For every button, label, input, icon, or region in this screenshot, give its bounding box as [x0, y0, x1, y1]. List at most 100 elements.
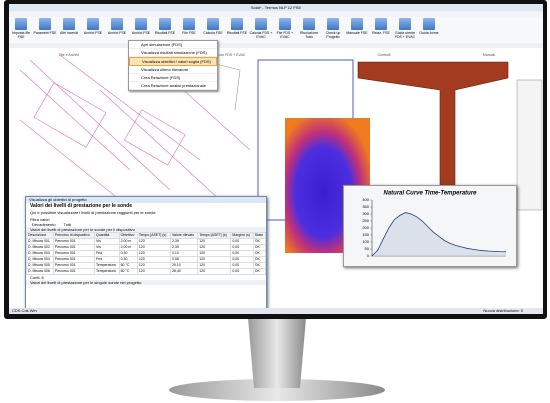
button-icon: [327, 18, 339, 30]
status-right: Nuova distribuzione: 0: [483, 308, 523, 313]
button-icon: [231, 18, 243, 30]
button-icon: [111, 18, 123, 30]
menu-item[interactable]: Apri simulazione (FDS): [129, 41, 217, 49]
ribbon-button[interactable]: Calcola FDS + EVAC: [249, 17, 273, 39]
y-tick-label: 50: [365, 246, 370, 251]
button-label: Imposta file FSE: [12, 31, 30, 39]
button-label: Calcola FSE: [203, 31, 223, 35]
ribbon-button[interactable]: Archivi FSE: [105, 17, 129, 35]
ribbon-group: File e Archivi: [59, 53, 79, 57]
stand-neck: [248, 318, 306, 388]
cell: D. Misura 001: [26, 238, 54, 245]
cell: Temperatura: [94, 268, 120, 275]
button-icon: [399, 18, 411, 30]
table-caption: Valori dei livelli di prestazione per le…: [26, 227, 266, 232]
footer-caption: Valori dei livelli di prestazione per le…: [26, 280, 266, 285]
ribbon-button[interactable]: File FDS + EVAC: [273, 17, 297, 39]
button-icon: [135, 18, 147, 30]
button-label: Risoluzione Tutto: [299, 31, 319, 39]
button-label: Archivi FSE: [131, 31, 151, 35]
menu-item[interactable]: Visualizza risultati simulazione (FDS): [129, 49, 217, 57]
area: [372, 212, 506, 256]
stand-base: [169, 379, 385, 401]
column-header: Tempo [ASET] (s): [197, 232, 232, 239]
button-icon: [423, 18, 435, 30]
cell: OK: [252, 268, 267, 275]
y-tick-label: 100: [362, 239, 369, 244]
ribbon-button[interactable]: Guida forme: [417, 17, 441, 35]
button-icon: [255, 18, 267, 30]
button-icon: [63, 18, 75, 30]
ribbon-button[interactable]: Calcola FSE: [201, 17, 225, 35]
ribbon-button[interactable]: Manuale FSE: [345, 17, 369, 35]
ribbon-button[interactable]: Guida utente FDS + EVAC: [393, 17, 417, 39]
column-header: Valore rilevato: [169, 232, 199, 239]
ribbon-groups: File e Archivi Calcolo FDS + EVAC Controll…: [9, 43, 543, 57]
ribbon-button[interactable]: Parametri FSE: [33, 17, 57, 35]
button-label: Relaz. FSE: [372, 31, 390, 35]
button-label: Risultati FSE: [154, 31, 176, 35]
menu-item[interactable]: Visualizza ultimo rilevatore: [129, 66, 217, 74]
ribbon-button[interactable]: Archivi FSE: [129, 17, 153, 35]
button-label: Archivi FSE: [83, 31, 103, 35]
column-header: Margine (s): [230, 232, 254, 239]
status-left: CDS Cds Win: [12, 308, 37, 313]
dialog-note: Qui è possibile visualizzare i livelli d…: [30, 210, 156, 215]
radio-option[interactable]: Decadimento: [32, 222, 56, 227]
ribbon-button[interactable]: Risoluzione Tutto: [297, 17, 321, 39]
cell: Percorso 001: [52, 268, 96, 275]
dialog: Visualizza gli obiettivi di progetto Val…: [25, 196, 267, 310]
button-label: Manuale FSE: [346, 31, 368, 35]
button-label: Archivi FSE: [107, 31, 127, 35]
y-tick-label: 0: [367, 253, 370, 258]
chart: Natural Curve Time-Temperature 0 50 100 150…: [343, 185, 517, 267]
ribbon: Imposta file FSE Parametri FSE Altri incen…: [9, 17, 543, 44]
cell: 28,40: [169, 268, 199, 275]
cell: D. Misura 006: [26, 268, 54, 275]
button-label: Guida utente FDS + EVAC: [394, 31, 416, 39]
button-icon: [15, 18, 27, 30]
radio-option[interactable]: Tutti: [63, 222, 72, 227]
button-label: Calcola FDS + EVAC: [249, 31, 273, 39]
dialog-title: Visualizza gli obiettivi di progetto: [26, 197, 266, 203]
y-tick-label: 150: [362, 232, 369, 237]
ribbon-group: Calcolo FDS + EVAC: [212, 53, 246, 57]
y-tick-label: 400: [362, 197, 369, 202]
column-header: Tempo [ASET] (s): [136, 232, 171, 239]
button-icon: [375, 18, 387, 30]
menu-item[interactable]: Visualizza obiettivi / valori soglia (FD…: [129, 57, 217, 66]
side-panel: [516, 79, 543, 211]
ribbon-button[interactable]: Altri incendi: [57, 17, 81, 35]
ribbon-button[interactable]: Risultati FSE: [153, 17, 177, 35]
cell: D. Misura 003: [26, 250, 54, 257]
results-table: Descrizione Percorso di dispositivo Quanti…: [26, 232, 267, 275]
title-bar: Solai* - Termus NLP 12 FSE: [9, 4, 543, 11]
row-count: Conti: 6: [30, 275, 44, 280]
ribbon-button[interactable]: Imposta file FSE: [9, 17, 33, 39]
menu-item[interactable]: Crea Relazione (FDS): [129, 74, 217, 82]
filter-label: Filtra valori: [30, 217, 50, 222]
y-tick-label: 300: [362, 211, 369, 216]
ribbon-button[interactable]: Relaz. FSE: [369, 17, 393, 35]
button-icon: [39, 18, 51, 30]
button-icon: [183, 18, 195, 30]
ribbon-button[interactable]: Risultati FSE: [225, 17, 249, 35]
cell: D. Misura 002: [26, 244, 54, 251]
ribbon-button[interactable]: Check up Progetto: [321, 17, 345, 39]
button-label: File FSE: [182, 31, 196, 35]
window-title: Solai* - Termus NLP 12 FSE: [250, 5, 302, 10]
button-icon: [207, 18, 219, 30]
button-icon: [351, 18, 363, 30]
dialog-heading: Valori dei livelli di prestazione per le…: [30, 203, 132, 209]
filter-options: Decadimento Tutti: [26, 222, 266, 227]
button-label: Parametri FSE: [33, 31, 57, 35]
cell: D. Misura 004: [26, 256, 54, 263]
chart-title: Natural Curve Time-Temperature: [383, 191, 477, 197]
button-icon: [159, 18, 171, 30]
ribbon-button[interactable]: File FSE: [177, 17, 201, 35]
ribbon-button[interactable]: Archivi FSE: [81, 17, 105, 35]
ribbon-group: Manuali: [482, 53, 496, 57]
menu-item[interactable]: Crea Relazione analisi prestazionale: [129, 82, 217, 90]
table-row: D. Misura 005 Percorso 001 Temperatura 60 °…: [26, 262, 267, 269]
